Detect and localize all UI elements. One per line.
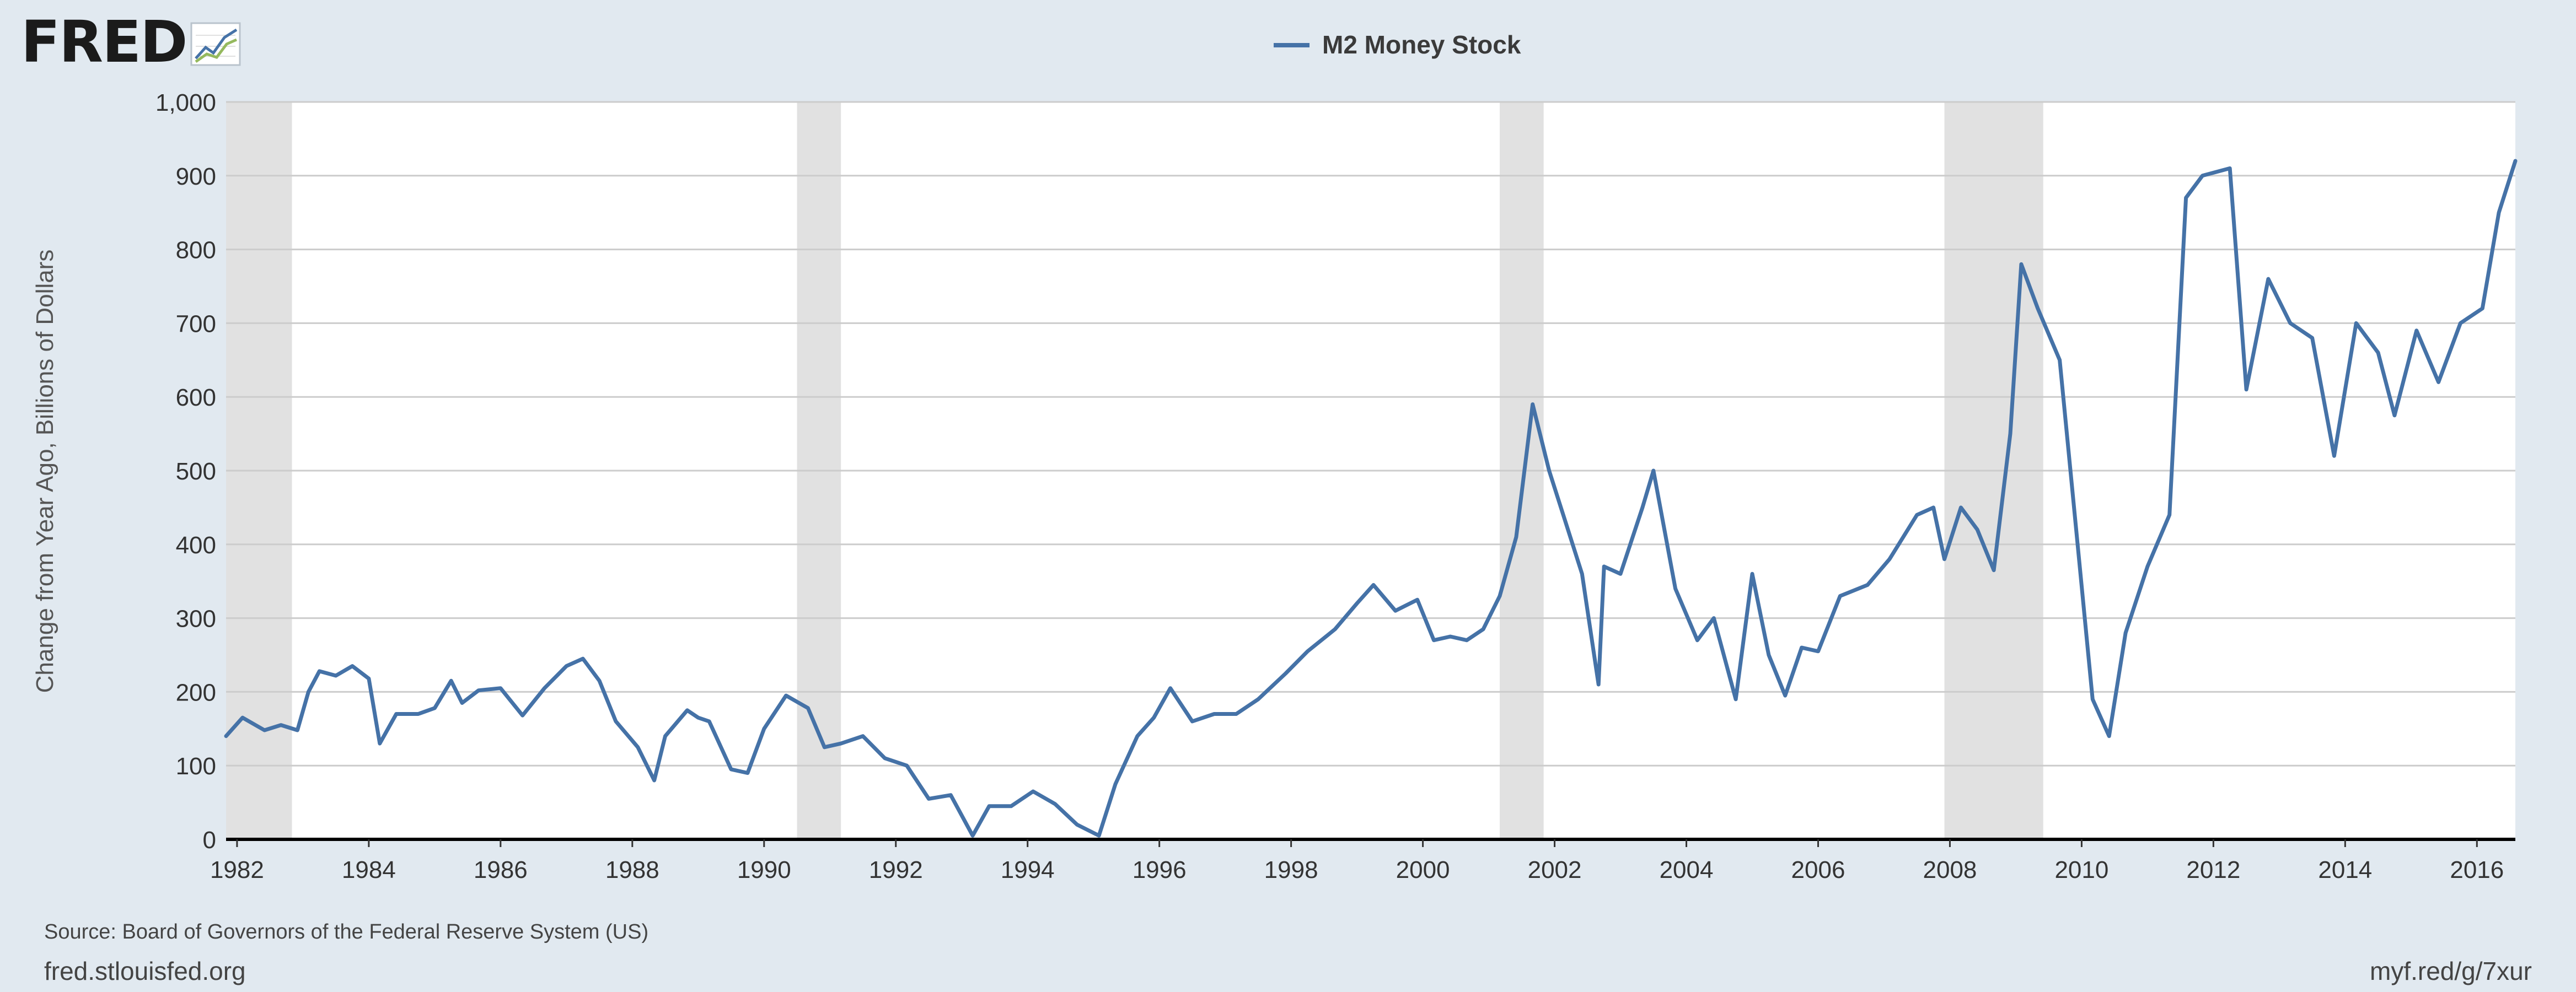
legend: M2 Money Stock xyxy=(1274,30,1521,59)
x-tick-label: 2000 xyxy=(1396,856,1450,883)
y-tick-label: 400 xyxy=(176,532,216,559)
x-tick-label: 2014 xyxy=(2318,856,2372,883)
y-tick-label: 700 xyxy=(176,310,216,337)
x-tick-label: 1990 xyxy=(737,856,791,883)
y-tick-label: 900 xyxy=(176,163,216,190)
x-axis-ticks: 1982 1984 1986 1988 1990 1992 1994 1996 1998 2000… xyxy=(210,839,2504,883)
y-axis-label: Change from Year Ago, Billions of Dollar… xyxy=(31,250,58,693)
x-tick-label: 1992 xyxy=(869,856,923,883)
y-tick-label: 1,000 xyxy=(155,89,216,116)
y-tick-label: 300 xyxy=(176,606,216,633)
x-tick-label: 1994 xyxy=(1001,856,1055,883)
y-tick-label: 800 xyxy=(176,237,216,264)
x-tick-label: 2008 xyxy=(1923,856,1977,883)
x-tick-label: 1986 xyxy=(474,856,528,883)
series-lines xyxy=(224,159,2518,838)
y-tick-label: 600 xyxy=(176,384,216,411)
y-tick-label: 100 xyxy=(176,753,216,780)
source-note: Source: Board of Governors of the Federa… xyxy=(44,920,648,944)
x-tick-label: 2016 xyxy=(2450,856,2504,883)
x-tick-label: 2004 xyxy=(1660,856,1714,883)
x-tick-label: 1988 xyxy=(605,856,659,883)
y-tick-label: 200 xyxy=(176,679,216,706)
logo-text: FRED xyxy=(21,8,187,76)
gridlines xyxy=(226,101,2515,767)
short-link[interactable]: myf.red/g/7xur xyxy=(2370,957,2532,985)
x-tick-label: 1984 xyxy=(342,856,396,883)
x-tick-label: 1998 xyxy=(1264,856,1318,883)
y-tick-label: 500 xyxy=(176,458,216,485)
x-tick-label: 1982 xyxy=(210,856,264,883)
y-axis-ticks: 0 100 200 300 400 500 600 700 800 900 1,000 xyxy=(155,89,216,854)
x-tick-label: 2010 xyxy=(2054,856,2108,883)
x-tick-label: 2006 xyxy=(1791,856,1845,883)
chart-line-icon xyxy=(190,22,240,66)
fred-logo[interactable]: FRED xyxy=(21,13,241,71)
site-link[interactable]: fred.stlouisfed.org xyxy=(44,957,246,985)
x-tick-label: 2012 xyxy=(2186,856,2240,883)
x-tick-label: 1996 xyxy=(1133,856,1187,883)
x-tick-label: 2002 xyxy=(1528,856,1582,883)
legend-label: M2 Money Stock xyxy=(1322,30,1521,59)
series-line xyxy=(224,159,2518,838)
y-tick-label: 0 xyxy=(203,827,216,854)
